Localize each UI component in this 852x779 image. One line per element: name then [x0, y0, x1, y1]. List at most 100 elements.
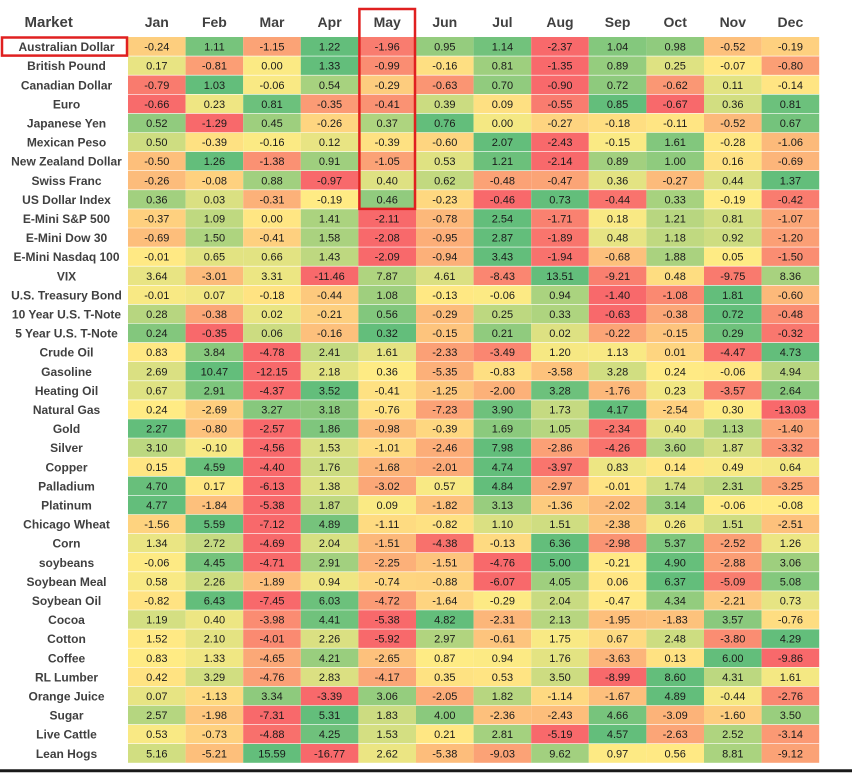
heatmap-cell: [416, 285, 474, 305]
heatmap-cell: [416, 189, 474, 209]
heatmap-cell: [588, 476, 647, 496]
cell-value: 2.87: [492, 233, 513, 245]
heatmap-cell: [358, 419, 416, 439]
cell-value: -2.52: [720, 538, 745, 550]
cell-value: -0.35: [317, 99, 342, 111]
cell-value: -2.46: [432, 443, 457, 455]
cell-value: 4.74: [492, 462, 513, 474]
heatmap-cell: [300, 743, 359, 763]
cell-value: 6.03: [319, 595, 340, 607]
heatmap-cell: [704, 151, 762, 171]
heatmap-cell: [300, 610, 359, 630]
cell-value: -0.08: [202, 175, 227, 187]
heatmap-cell: [761, 571, 820, 591]
cell-value: -2.97: [547, 481, 572, 493]
heatmap-cell: [416, 457, 474, 477]
cell-value: 3.28: [607, 366, 628, 378]
cell-value: 2.48: [664, 634, 685, 646]
heatmap-cell: [185, 399, 244, 419]
row-label: British Pound: [27, 59, 106, 73]
row-label: Euro: [53, 97, 80, 111]
heatmap-cell: [704, 629, 762, 649]
heatmap-cell: [588, 514, 647, 534]
heatmap-cell: [128, 495, 186, 515]
heatmap-cell: [358, 552, 416, 572]
heatmap-cell: [473, 208, 532, 228]
cell-value: -1.38: [259, 156, 284, 168]
heatmap-cell: [473, 399, 532, 419]
table-row: Cocoa 1.19 0.40 -3.98 4.41 -5.38 4.82 -2.31 2.13…: [48, 610, 820, 630]
cell-value: -4.38: [432, 538, 457, 550]
heatmap-cell: [185, 132, 244, 152]
cell-value: -8.43: [490, 271, 515, 283]
heatmap-cell: [416, 304, 474, 324]
cell-value: 1.53: [376, 729, 397, 741]
cell-value: 13.51: [546, 271, 574, 283]
cell-value: -0.31: [259, 194, 284, 206]
heatmap-cell: [300, 686, 359, 706]
heatmap-cell: [761, 399, 820, 419]
cell-value: -2.57: [259, 424, 284, 436]
cell-value: -1.95: [605, 615, 630, 627]
cell-value: -0.11: [663, 118, 687, 130]
heatmap-cell: [531, 228, 589, 248]
cell-value: -4.72: [375, 595, 400, 607]
heatmap-cell: [416, 170, 474, 190]
cell-value: 0.56: [664, 748, 685, 760]
heatmap-cell: [531, 667, 589, 687]
cell-value: 0.65: [204, 252, 225, 264]
cell-value: 0.97: [607, 748, 628, 760]
table-row: Cotton 1.52 2.10 -4.01 2.26 -5.92 2.97 -0.61 1.7…: [47, 629, 820, 649]
heatmap-cell: [358, 247, 416, 267]
cell-value: 2.18: [319, 366, 340, 378]
row-label: VIX: [57, 269, 76, 283]
cell-value: 0.48: [664, 271, 685, 283]
cell-value: 0.89: [607, 156, 628, 168]
heatmap-cell: [416, 266, 474, 286]
heatmap-cell: [761, 56, 820, 76]
cell-value: 0.02: [549, 328, 570, 340]
cell-value: -2.08: [375, 233, 400, 245]
cell-value: 0.33: [664, 194, 685, 206]
cell-value: -3.09: [663, 710, 688, 722]
heatmap-cell: [358, 686, 416, 706]
table-row: Natural Gas 0.24 -2.69 3.27 3.18 -0.76 -7.23 3.…: [33, 399, 820, 419]
cell-value: 0.73: [549, 194, 570, 206]
heatmap-cell: [358, 743, 416, 763]
heatmap-cell: [128, 419, 186, 439]
heatmap-cell: [358, 629, 416, 649]
cell-value: 1.51: [722, 519, 743, 531]
cell-value: -0.88: [432, 576, 457, 588]
cell-value: -4.71: [259, 557, 284, 569]
cell-value: 0.32: [376, 328, 397, 340]
heatmap-cell: [473, 705, 532, 725]
heatmap-cell: [646, 132, 704, 152]
cell-value: -0.60: [778, 290, 803, 302]
cell-value: 1.41: [319, 213, 340, 225]
cell-value: -0.69: [778, 156, 803, 168]
heatmap-cell: [761, 476, 820, 496]
heatmap-cell: [416, 552, 474, 572]
heatmap-cell: [531, 419, 589, 439]
row-label: soybeans: [39, 556, 95, 570]
cell-value: -2.36: [490, 710, 515, 722]
cell-value: -0.90: [547, 80, 572, 92]
cell-value: -2.02: [605, 500, 630, 512]
cell-value: 4.05: [549, 576, 570, 588]
heatmap-cell: [704, 323, 762, 343]
heatmap-cell: [185, 438, 244, 458]
heatmap-cell: [243, 37, 301, 57]
heatmap-cell: [358, 189, 416, 209]
heatmap-cell: [473, 266, 532, 286]
heatmap-cell: [588, 686, 647, 706]
heatmap-cell: [646, 399, 704, 419]
cell-value: -0.19: [317, 194, 342, 206]
heatmap-cell: [416, 686, 474, 706]
cell-value: -0.01: [144, 290, 169, 302]
cell-value: -1.51: [375, 538, 400, 550]
cell-value: -2.98: [605, 538, 630, 550]
cell-value: -1.40: [605, 290, 630, 302]
cell-value: -0.80: [778, 61, 803, 73]
heatmap-cell: [704, 228, 762, 248]
cell-value: 4.29: [780, 634, 801, 646]
